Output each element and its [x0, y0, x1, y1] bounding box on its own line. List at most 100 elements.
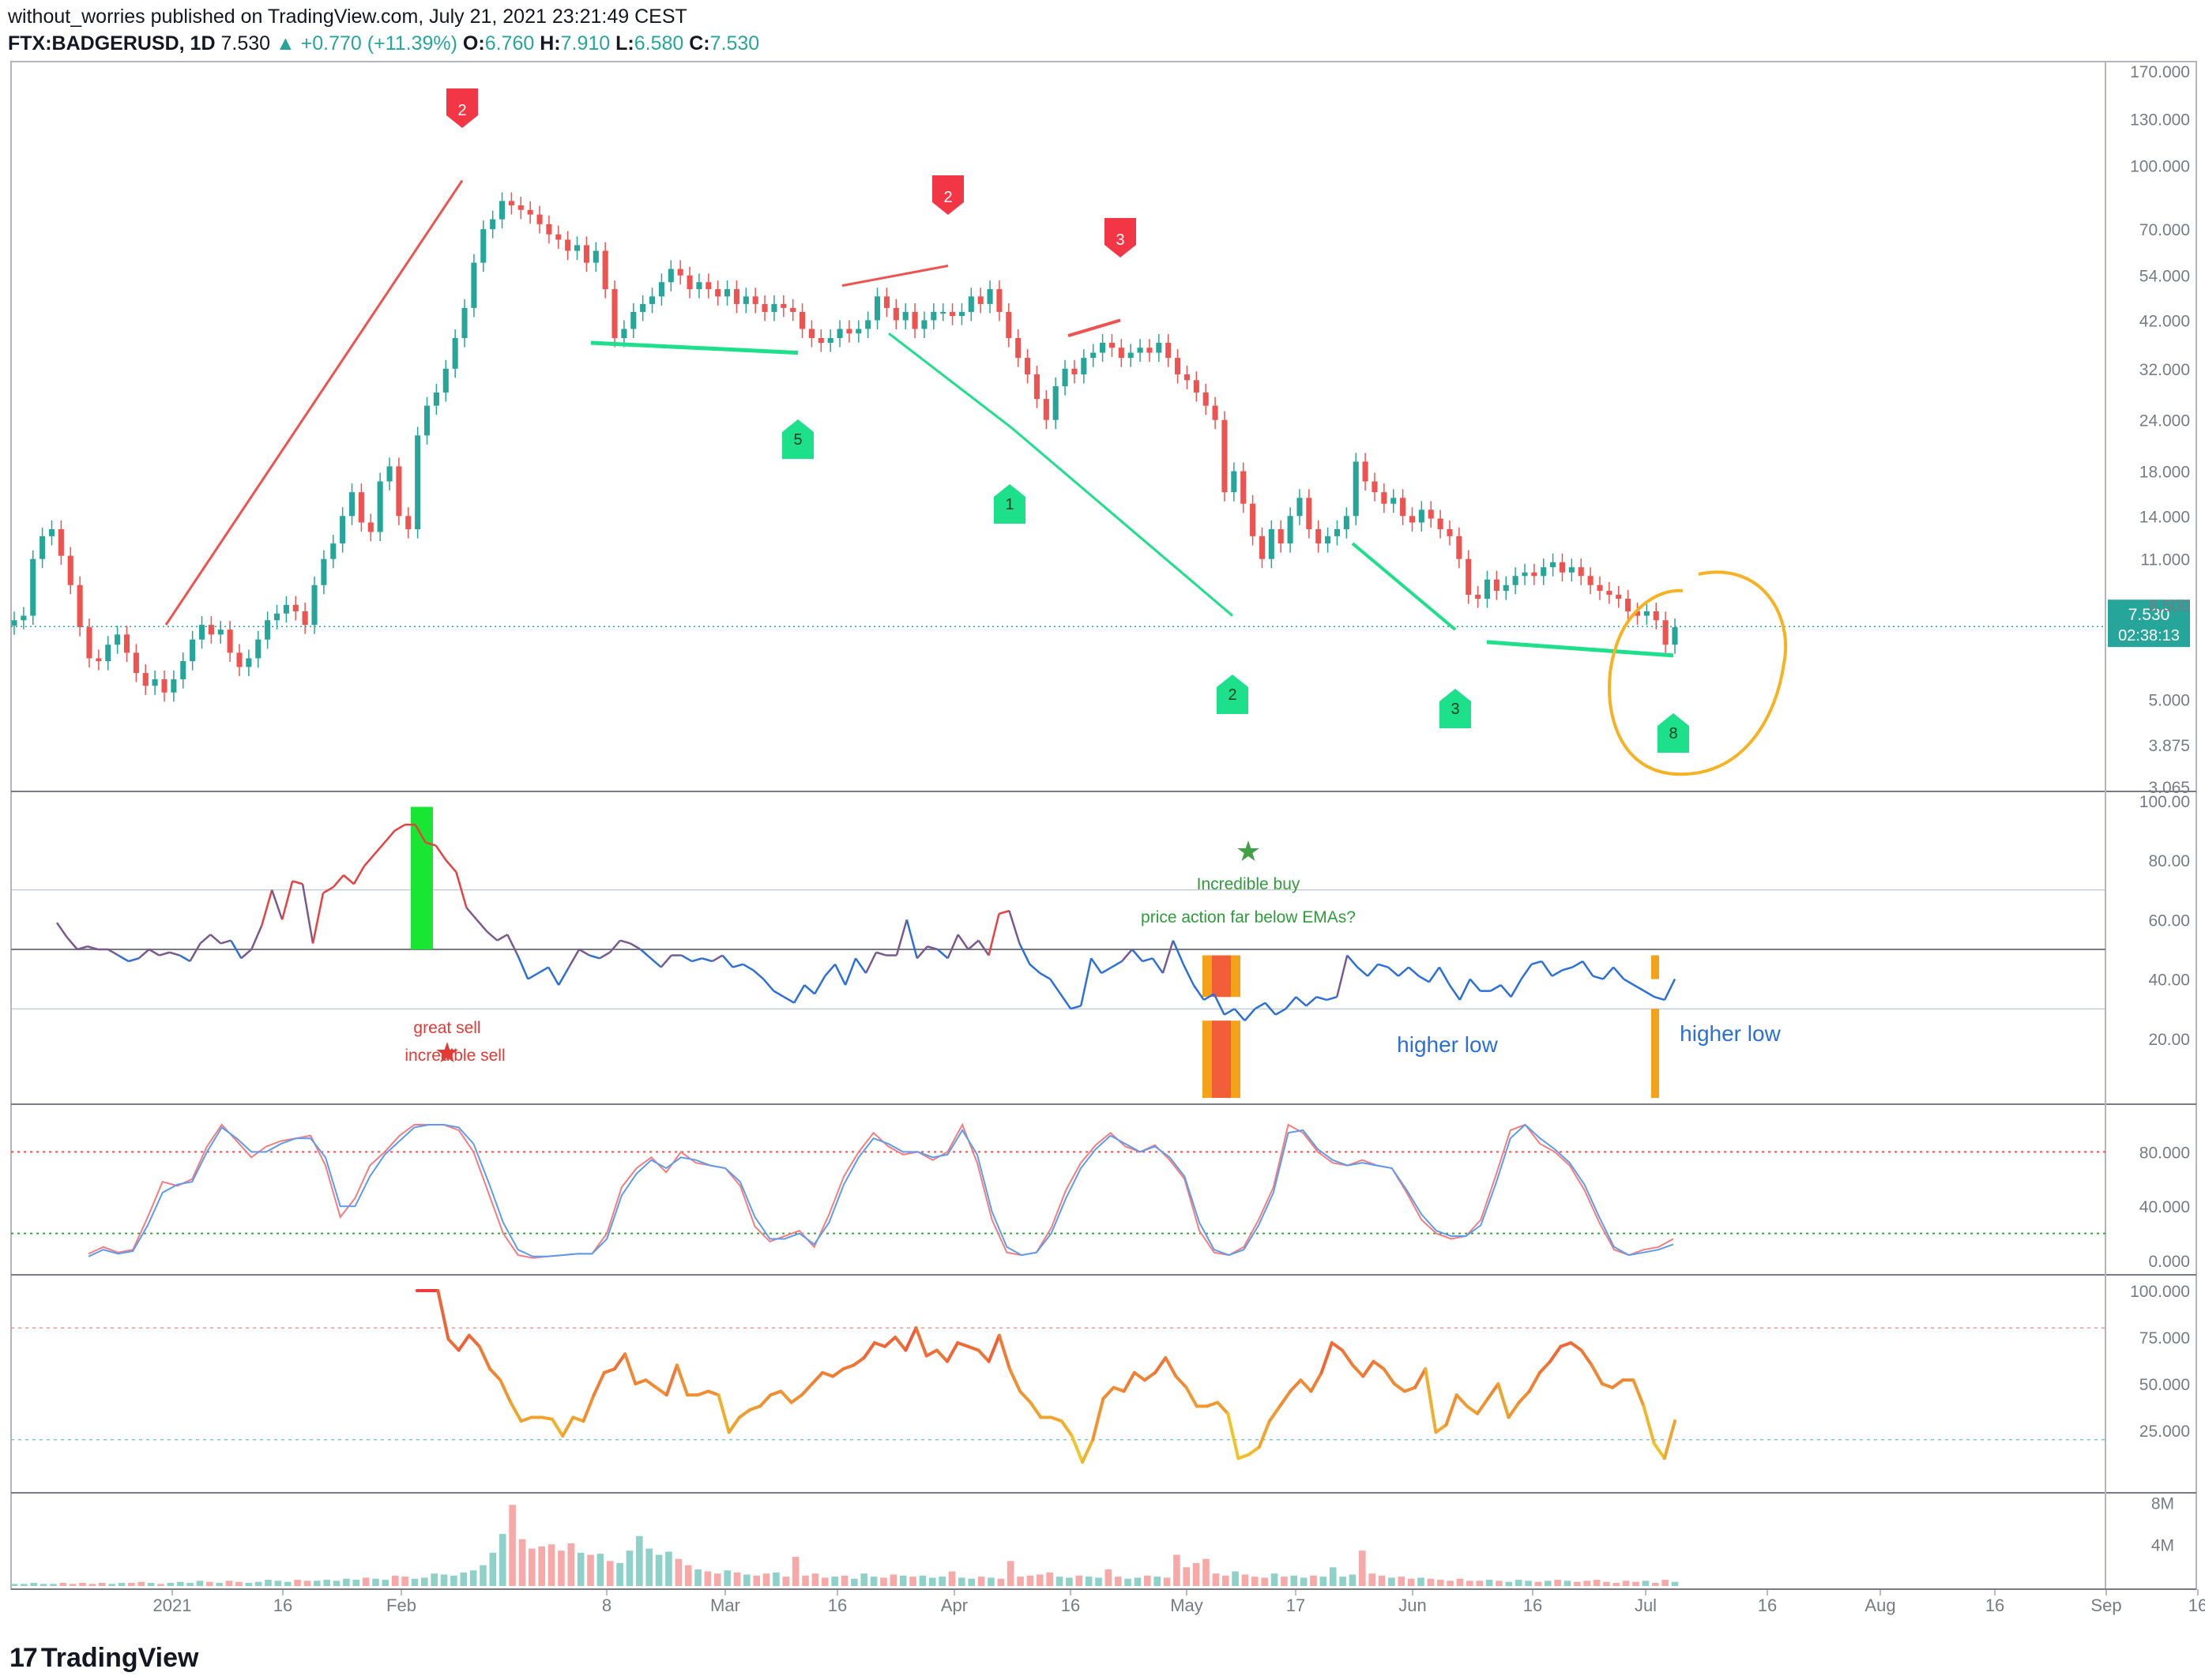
stoch-rsi-pane[interactable] [88, 1122, 1674, 1259]
rsi-line-segment [702, 957, 713, 963]
rsi-line-segment [589, 954, 600, 960]
volume-bar [655, 1554, 663, 1586]
annotations: 2 2 3 5 1 2 3 8 ★ Incredible buy price action far … [405, 88, 1788, 1069]
osc-line-segment [946, 1341, 960, 1363]
volume-bar [1261, 1577, 1268, 1586]
volume-bar [1642, 1580, 1650, 1586]
oscillator-pane[interactable] [416, 1289, 1676, 1464]
osc-line-segment [1372, 1359, 1386, 1371]
rsi-line-segment [261, 889, 273, 926]
rsi-line-segment [1663, 979, 1676, 1001]
rsi-line-segment [1315, 995, 1327, 1002]
volume-bar [529, 1548, 536, 1586]
rsi-line-segment [1551, 969, 1563, 977]
osc-line-segment [1340, 1348, 1355, 1367]
volume-bar [1085, 1577, 1093, 1586]
osc-line-segment [976, 1348, 991, 1363]
volume-bar [704, 1571, 712, 1586]
rsi-axis-tick: 100.00 [2139, 793, 2190, 811]
rsi-line-segment [118, 954, 130, 963]
price-axis-tick: 18.000 [2139, 464, 2190, 482]
osc-line-segment [696, 1389, 710, 1397]
volume-bar [1563, 1580, 1571, 1586]
volume-bar [821, 1577, 829, 1586]
rsi-line-segment [1142, 957, 1153, 963]
rsi-line-segment [1469, 978, 1481, 992]
osc-line-segment [519, 1415, 533, 1423]
osc-line-segment [966, 1344, 980, 1352]
candle-body [630, 311, 637, 329]
candle-body [30, 558, 36, 616]
rsi-line-segment [1264, 1002, 1277, 1016]
volume-bar [1104, 1569, 1112, 1586]
osc-line-segment [509, 1400, 523, 1423]
volume-pane[interactable] [10, 1505, 1679, 1586]
volume-bar [450, 1575, 457, 1586]
price-pane[interactable]: 7.530 02:38:13 [11, 179, 2190, 702]
candle-body [1550, 562, 1556, 568]
grid-lines [11, 889, 2105, 1441]
candle-body [602, 250, 608, 290]
rsi-line-segment [414, 824, 427, 844]
osc-line-segment [1247, 1445, 1261, 1456]
candle-body [1372, 481, 1378, 493]
rsi-line-segment [1213, 993, 1225, 1016]
osc-line-segment [1236, 1453, 1251, 1460]
volume-bar [841, 1575, 849, 1586]
osc-line-segment [551, 1417, 565, 1438]
volume-bar [1075, 1575, 1083, 1586]
rsi-line-segment [1131, 949, 1143, 962]
osc-line-segment [1652, 1441, 1666, 1460]
volume-bar [480, 1565, 487, 1586]
signal-shape [1104, 218, 1136, 257]
osc-line-segment [1278, 1389, 1293, 1408]
osc-line-segment [821, 1370, 835, 1378]
osc-line-segment [612, 1352, 627, 1371]
incredible-sell-label: incredible sell [405, 1047, 505, 1065]
osc-line-segment [571, 1415, 585, 1423]
candle-body [1578, 567, 1584, 577]
volume-bar [469, 1570, 477, 1586]
candle-body [1287, 516, 1293, 544]
candle-body [67, 555, 73, 585]
volume-bar [616, 1563, 623, 1586]
countdown-timer: 02:38:13 [2118, 627, 2180, 645]
rsi-line-segment [691, 957, 702, 963]
volume-bar [1055, 1577, 1063, 1586]
volume-bar [1407, 1578, 1415, 1586]
buy-signal-marker: 8 [1658, 713, 1689, 753]
rsi-pane[interactable] [55, 806, 1676, 1098]
osc-line-segment [1081, 1438, 1095, 1464]
volume-bar [118, 1583, 126, 1586]
volume-bar [1036, 1574, 1044, 1586]
tradingview-logo[interactable]: 17 TradingView [9, 1643, 198, 1674]
buy-signal-marker: 5 [782, 419, 814, 459]
candle-body [1108, 343, 1116, 348]
time-axis-tick: Jul [1635, 1595, 1657, 1615]
candle-body [1127, 352, 1134, 359]
volume-bar [1183, 1567, 1191, 1586]
outer-border [10, 61, 2197, 1590]
osc-line-segment [1205, 1400, 1220, 1408]
price-axis-tick: 70.000 [2139, 221, 2190, 239]
osc-line-segment [894, 1336, 908, 1352]
osc-line-segment [1600, 1382, 1615, 1389]
rsi-line-segment [1428, 966, 1440, 983]
rsi-line-segment [169, 951, 180, 957]
candle-body [827, 338, 833, 344]
osc-line-segment [758, 1393, 773, 1408]
rsi-line-segment [1367, 963, 1379, 977]
volume-bar [773, 1572, 780, 1586]
candle-body [1475, 594, 1481, 599]
osc-line-segment [467, 1333, 481, 1348]
candle-body [1362, 461, 1368, 482]
volume-bar [79, 1583, 86, 1586]
volume-bar [1476, 1580, 1484, 1586]
rsi-line-segment [311, 893, 325, 944]
osc-line-segment [581, 1393, 596, 1423]
candle-body [1006, 311, 1012, 339]
candle-body [658, 282, 664, 297]
candle-body [818, 338, 824, 344]
rsi-line-segment [1285, 996, 1297, 1010]
